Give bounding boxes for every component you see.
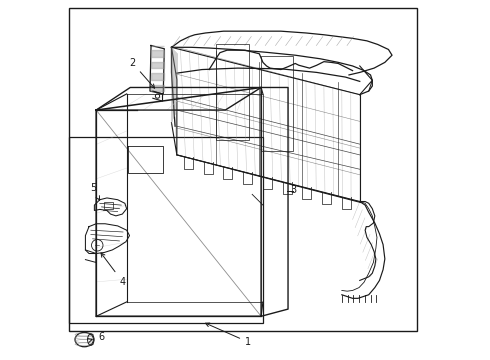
Text: 5: 5 xyxy=(90,184,99,200)
Text: 6: 6 xyxy=(88,332,105,342)
Text: 1: 1 xyxy=(205,323,251,347)
Bar xyxy=(216,44,248,140)
Bar xyxy=(69,137,263,323)
Text: 2: 2 xyxy=(129,58,154,88)
Text: 3: 3 xyxy=(290,185,296,194)
Bar xyxy=(261,55,294,151)
Text: 4: 4 xyxy=(101,253,125,287)
Bar xyxy=(104,202,113,209)
